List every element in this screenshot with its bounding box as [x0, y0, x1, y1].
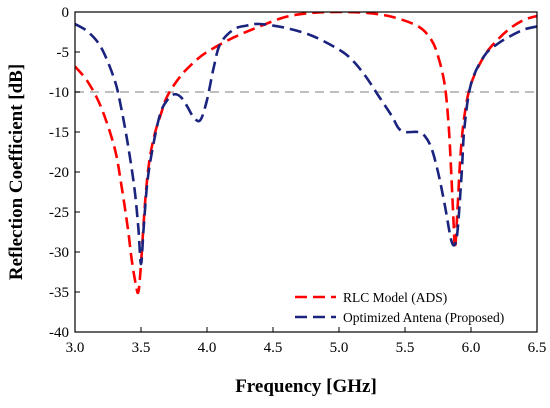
y-tick-label: -30 [49, 245, 69, 261]
series-line-2 [75, 22, 537, 266]
x-axis-label: Frequency [GHz] [235, 376, 377, 397]
x-tick-label: 5.0 [330, 340, 349, 356]
legend-label-2: Optimized Antena (Proposed) [343, 310, 504, 325]
y-tick-label: -15 [49, 125, 69, 141]
y-tick-label: -40 [49, 325, 69, 341]
x-tick-label: 4.5 [264, 340, 283, 356]
x-tick-label: 5.5 [396, 340, 415, 356]
legend: RLC Model (ADS) Optimized Antena (Propose… [295, 290, 504, 325]
y-tick-label: 0 [62, 5, 70, 21]
y-tick-label: -20 [49, 165, 69, 181]
plot-area [75, 12, 537, 332]
x-tick-label: 3.0 [66, 340, 85, 356]
series-line-1 [75, 12, 537, 295]
x-tick-label: 6.5 [528, 340, 547, 356]
x-tick-label: 3.5 [132, 340, 151, 356]
x-tick-label: 4.0 [198, 340, 217, 356]
x-tick-label: 6.0 [462, 340, 481, 356]
y-tick-label: -25 [49, 205, 69, 221]
y-tick-label: -5 [57, 45, 70, 61]
y-tick-label: -35 [49, 285, 69, 301]
legend-label-1: RLC Model (ADS) [343, 290, 447, 305]
y-axis-label: Reflection Coefficient [dB] [6, 64, 27, 280]
y-tick-label: -10 [49, 85, 69, 101]
